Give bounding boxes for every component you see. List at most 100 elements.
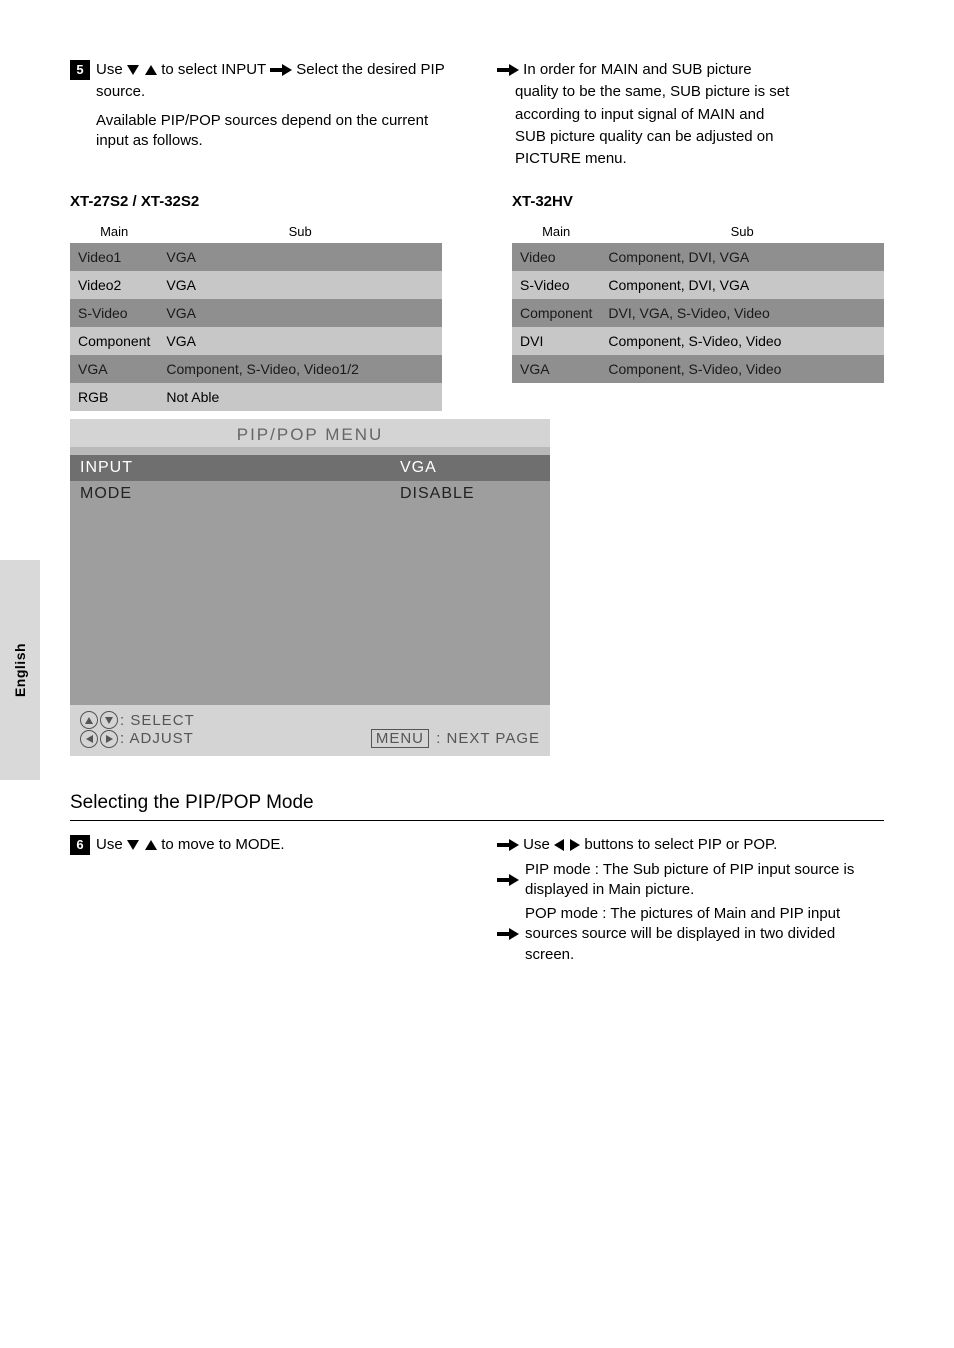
step-5-right-l3: according to input signal of MAIN and — [497, 105, 884, 125]
cell-main: VGA — [70, 355, 158, 383]
cell-sub: Component, DVI, VGA — [600, 243, 884, 271]
osd-keys-select: : SELECT — [80, 711, 195, 729]
cell-main: Video1 — [70, 243, 158, 271]
osd-menu: PIP/POP MENU INPUTVGAMODEDISABLE : SELEC… — [70, 419, 550, 756]
osd-adjust-label: : ADJUST — [120, 730, 194, 747]
step-5: 5 Use to select INPUT Select the desired… — [70, 60, 884, 169]
step-6-left-text: Use to move to MODE. — [96, 835, 285, 855]
table-b-wrap: XT-32HV Main Sub VideoComponent, DVI, VG… — [512, 177, 884, 411]
osd-menu-next: MENU : NEXT PAGE — [371, 729, 540, 748]
step-6: 6 Use to move to MODE. Use buttons to se… — [70, 835, 884, 965]
step-5-right-text: In order for MAIN and SUB picture — [497, 60, 752, 80]
table-row: VideoComponent, DVI, VGA — [512, 243, 884, 271]
table-row: ComponentVGA — [70, 327, 442, 355]
osd-select-label: : SELECT — [120, 712, 195, 729]
menu-box-label: MENU — [371, 729, 429, 748]
osd-nextpage-label: : NEXT PAGE — [436, 730, 540, 747]
table-row: S-VideoComponent, DVI, VGA — [512, 271, 884, 299]
table-row: Video1VGA — [70, 243, 442, 271]
osd-title: PIP/POP MENU — [70, 419, 550, 447]
th-main: Main — [70, 220, 158, 243]
cell-sub: VGA — [158, 271, 442, 299]
triangle-left-icon — [554, 839, 564, 851]
step-5-left: 5 Use to select INPUT Select the desired… — [70, 60, 457, 169]
cell-sub: Component, S-Video, Video — [600, 355, 884, 383]
availability-tables: XT-27S2 / XT-32S2 Main Sub Video1VGAVide… — [70, 177, 884, 411]
osd-row-label: INPUT — [70, 455, 390, 481]
table-row: RGBNot Able — [70, 383, 442, 411]
step-number: 5 — [70, 60, 90, 80]
osd-body: INPUTVGAMODEDISABLE — [70, 455, 550, 705]
divider — [70, 820, 884, 821]
table-row: S-VideoVGA — [70, 299, 442, 327]
triangle-up-icon — [145, 65, 157, 75]
table-row: Video2VGA — [70, 271, 442, 299]
table-a-title: XT-27S2 / XT-32S2 — [70, 193, 442, 210]
osd-footer: : SELECT : ADJUST MENU : NEXT PAGE — [70, 705, 550, 756]
cell-sub: VGA — [158, 299, 442, 327]
osd-row-value: DISABLE — [390, 481, 550, 507]
triangle-down-icon — [127, 840, 139, 850]
arrow-right-icon — [497, 839, 519, 851]
table-row: VGAComponent, S-Video, Video1/2 — [70, 355, 442, 383]
table-row: VGAComponent, S-Video, Video — [512, 355, 884, 383]
table-a-wrap: XT-27S2 / XT-32S2 Main Sub Video1VGAVide… — [70, 177, 442, 411]
table-row: ComponentDVI, VGA, S-Video, Video — [512, 299, 884, 327]
step-5-left-note: Available PIP/POP sources depend on the … — [70, 111, 457, 152]
cell-main: Video2 — [70, 271, 158, 299]
cell-main: Component — [512, 299, 600, 327]
arrow-right-icon — [497, 64, 519, 76]
step-5-right-l2: quality to be the same, SUB picture is s… — [497, 82, 884, 102]
cell-main: S-Video — [512, 271, 600, 299]
step-5-left-line2: source. — [70, 82, 457, 102]
cell-main: Video — [512, 243, 600, 271]
cell-main: VGA — [512, 355, 600, 383]
step-6-right: Use buttons to select PIP or POP. PIP mo… — [497, 835, 884, 965]
osd-row-label: MODE — [70, 481, 390, 507]
step-6-right-text: Use buttons to select PIP or POP. — [497, 835, 777, 855]
cell-sub: Component, S-Video, Video — [600, 327, 884, 355]
bullet-pip: PIP mode : The Sub picture of PIP input … — [525, 860, 884, 901]
cell-sub: VGA — [158, 327, 442, 355]
cell-sub: DVI, VGA, S-Video, Video — [600, 299, 884, 327]
triangle-right-icon — [570, 839, 580, 851]
cell-sub: Component, S-Video, Video1/2 — [158, 355, 442, 383]
osd-keys-adjust: : ADJUST — [80, 730, 194, 748]
circle-up-icon — [80, 711, 98, 729]
osd-row[interactable]: INPUTVGA — [70, 455, 550, 481]
triangle-down-icon — [127, 65, 139, 75]
cell-sub: VGA — [158, 243, 442, 271]
table-b-title: XT-32HV — [512, 193, 884, 210]
osd-row-value: VGA — [390, 455, 550, 481]
step-5-right: In order for MAIN and SUB picture qualit… — [497, 60, 884, 169]
th-main: Main — [512, 220, 600, 243]
cell-main: S-Video — [70, 299, 158, 327]
circle-down-icon — [100, 711, 118, 729]
step-number: 6 — [70, 835, 90, 855]
th-sub: Sub — [158, 220, 442, 243]
arrow-right-icon — [270, 64, 292, 76]
th-sub: Sub — [600, 220, 884, 243]
cell-sub: Not Able — [158, 383, 442, 411]
triangle-up-icon — [145, 840, 157, 850]
step-6-left: 6 Use to move to MODE. — [70, 835, 457, 965]
table-a: Main Sub Video1VGAVideo2VGAS-VideoVGACom… — [70, 220, 442, 411]
table-row: DVIComponent, S-Video, Video — [512, 327, 884, 355]
table-b: Main Sub VideoComponent, DVI, VGAS-Video… — [512, 220, 884, 383]
circle-right-icon — [100, 730, 118, 748]
side-tab: English — [0, 560, 40, 780]
osd-strip — [70, 447, 550, 455]
arrow-right-icon — [497, 860, 519, 901]
bullet-pop: POP mode : The pictures of Main and PIP … — [525, 904, 884, 965]
step-5-left-text: Use to select INPUT Select the desired P… — [96, 60, 445, 80]
cell-main: DVI — [512, 327, 600, 355]
section-heading: Selecting the PIP/POP Mode — [70, 792, 884, 814]
cell-main: RGB — [70, 383, 158, 411]
cell-main: Component — [70, 327, 158, 355]
osd-row[interactable]: MODEDISABLE — [70, 481, 550, 507]
side-tab-label: English — [12, 643, 28, 697]
step-5-right-l4: SUB picture quality can be adjusted on — [497, 127, 884, 147]
step-6-bullets: PIP mode : The Sub picture of PIP input … — [497, 860, 884, 965]
arrow-right-icon — [497, 904, 519, 965]
circle-left-icon — [80, 730, 98, 748]
